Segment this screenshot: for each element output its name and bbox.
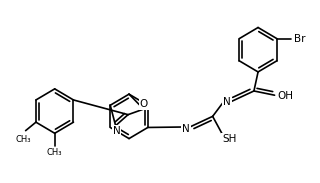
Text: N: N — [223, 97, 231, 107]
Text: N: N — [113, 126, 121, 136]
Text: SH: SH — [222, 134, 236, 144]
Text: CH₃: CH₃ — [16, 135, 31, 144]
Text: Br: Br — [294, 34, 305, 44]
Text: OH: OH — [277, 91, 293, 101]
Text: O: O — [140, 99, 148, 109]
Text: CH₃: CH₃ — [47, 148, 62, 157]
Text: N: N — [182, 124, 190, 134]
